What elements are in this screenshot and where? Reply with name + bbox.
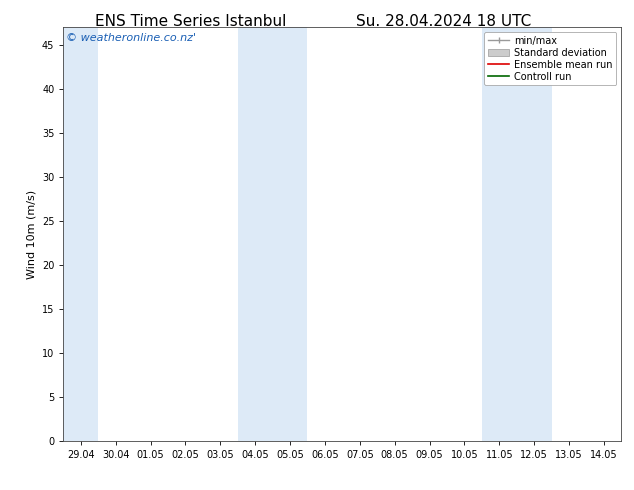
Text: Su. 28.04.2024 18 UTC: Su. 28.04.2024 18 UTC (356, 14, 531, 29)
Bar (63, 27, 98, 441)
Text: ENS Time Series Istanbul: ENS Time Series Istanbul (94, 14, 286, 29)
Y-axis label: Wind 10m (m/s): Wind 10m (m/s) (27, 190, 36, 278)
Bar (482, 27, 552, 441)
Text: © weatheronline.co.nz': © weatheronline.co.nz' (66, 33, 196, 43)
Bar (238, 27, 307, 441)
Legend: min/max, Standard deviation, Ensemble mean run, Controll run: min/max, Standard deviation, Ensemble me… (484, 32, 616, 85)
